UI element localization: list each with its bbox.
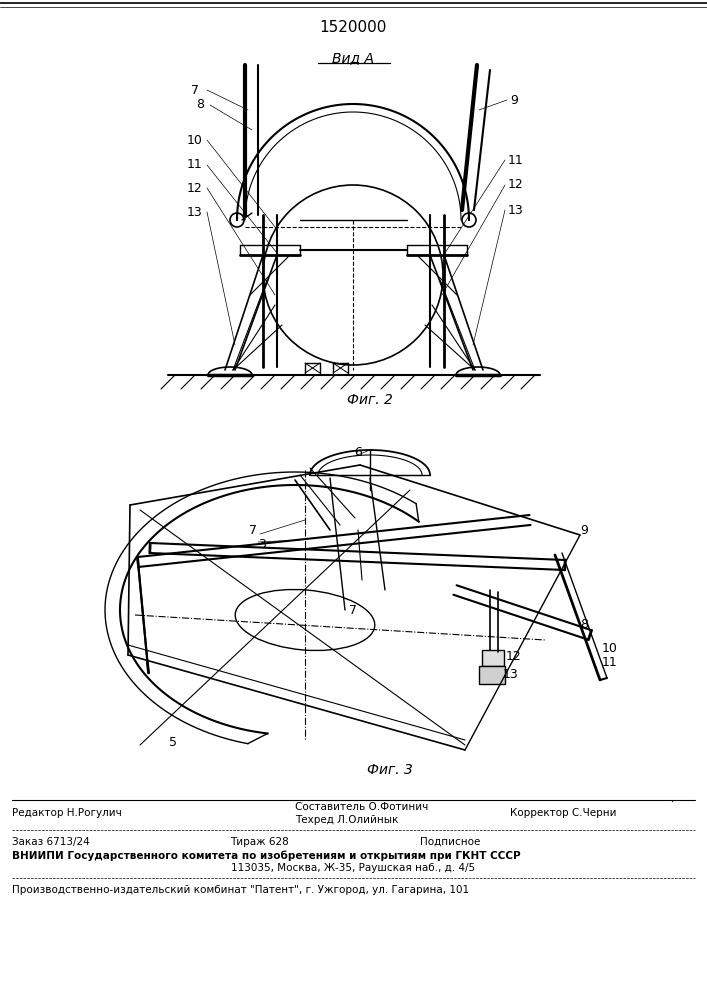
Circle shape — [462, 213, 476, 227]
Text: Фиг. 2: Фиг. 2 — [347, 393, 393, 407]
Text: 13: 13 — [508, 204, 524, 217]
Bar — [482, 650, 504, 666]
Text: 11: 11 — [508, 153, 524, 166]
Text: ’: ’ — [670, 800, 674, 810]
Text: 3: 3 — [258, 538, 266, 552]
Text: 12: 12 — [506, 650, 522, 662]
Text: Корректор С.Черни: Корректор С.Черни — [510, 808, 617, 818]
Text: 7: 7 — [249, 524, 257, 536]
Text: Заказ 6713/24: Заказ 6713/24 — [12, 837, 90, 847]
Circle shape — [230, 213, 244, 227]
Text: 7: 7 — [191, 84, 199, 97]
Text: Вид А: Вид А — [332, 51, 374, 65]
Text: 11: 11 — [187, 158, 203, 172]
Bar — [479, 666, 505, 684]
Text: Производственно-издательский комбинат "Патент", г. Ужгород, ул. Гагарина, 101: Производственно-издательский комбинат "П… — [12, 885, 469, 895]
Text: 9: 9 — [510, 94, 518, 106]
Text: Тираж 628: Тираж 628 — [230, 837, 288, 847]
Text: 6: 6 — [354, 446, 362, 460]
Text: Составитель О.Фотинич: Составитель О.Фотинич — [295, 802, 428, 812]
Text: 12: 12 — [187, 182, 203, 194]
Text: 10: 10 — [602, 642, 618, 654]
Text: 8: 8 — [580, 618, 588, 632]
Text: 5: 5 — [169, 736, 177, 748]
Text: 1520000: 1520000 — [320, 20, 387, 35]
Text: 9: 9 — [580, 524, 588, 536]
Text: Фиг. 3: Фиг. 3 — [367, 763, 413, 777]
Text: ВНИИПИ Государственного комитета по изобретениям и открытиям при ГКНТ СССР: ВНИИПИ Государственного комитета по изоб… — [12, 851, 520, 861]
Text: 7: 7 — [349, 603, 357, 616]
Text: Подписное: Подписное — [420, 837, 480, 847]
Text: Техред Л.Олийнык: Техред Л.Олийнык — [295, 815, 398, 825]
Text: 113035, Москва, Ж-35, Раушская наб., д. 4/5: 113035, Москва, Ж-35, Раушская наб., д. … — [231, 863, 475, 873]
Text: 13: 13 — [187, 206, 203, 219]
Text: 12: 12 — [508, 178, 524, 192]
Text: 13: 13 — [503, 668, 519, 682]
Text: 8: 8 — [196, 99, 204, 111]
Text: 11: 11 — [602, 656, 618, 670]
Text: Редактор Н.Рогулич: Редактор Н.Рогулич — [12, 808, 122, 818]
Text: 10: 10 — [187, 133, 203, 146]
